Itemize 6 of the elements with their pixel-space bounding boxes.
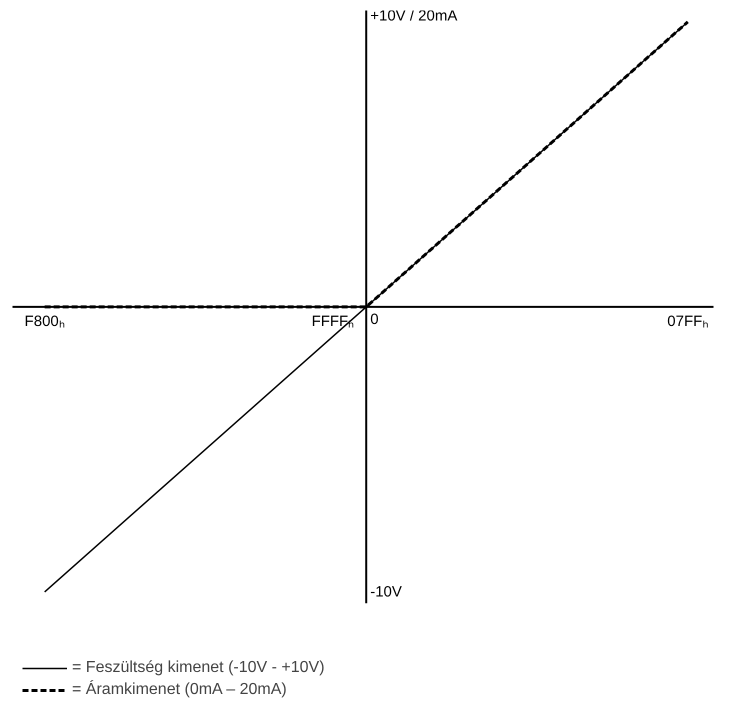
x-tick-label: 07FFₕ (667, 312, 708, 330)
annotation: -10V (370, 583, 402, 600)
x-tick-label: 0 (370, 310, 379, 328)
x-tick-label: F800ₕ (24, 312, 65, 330)
legend-label: = Feszültség kimenet (-10V - +10V) (72, 659, 325, 677)
legend-label: = Áramkimenet (0mA – 20mA) (72, 681, 287, 699)
